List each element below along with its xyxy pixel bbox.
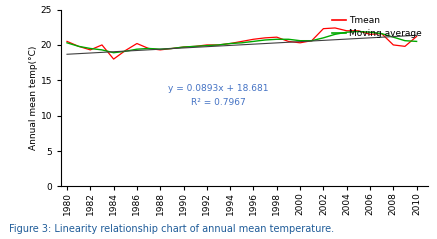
Moving average — [216, 43, 221, 46]
Moving average — [368, 31, 373, 34]
Tmean — [228, 42, 233, 45]
Moving average — [309, 39, 314, 42]
Moving average — [111, 51, 116, 54]
Y-axis label: Annual mean temp(°C): Annual mean temp(°C) — [29, 46, 38, 150]
Moving average — [169, 47, 174, 50]
Tmean — [64, 40, 69, 43]
Text: Figure 3: Linearity relationship chart of annual mean temperature.: Figure 3: Linearity relationship chart o… — [9, 224, 334, 234]
Moving average — [414, 40, 419, 43]
Moving average — [146, 47, 151, 50]
Tmean — [274, 36, 279, 38]
Moving average — [344, 31, 349, 34]
Tmean — [76, 45, 81, 48]
Tmean — [146, 47, 151, 50]
Moving average — [64, 41, 69, 44]
Moving average — [286, 38, 291, 41]
Tmean — [169, 47, 174, 50]
Tmean — [111, 58, 116, 60]
Tmean — [216, 43, 221, 46]
Moving average — [123, 50, 128, 53]
Moving average — [263, 38, 268, 41]
Line: Moving average: Moving average — [67, 32, 416, 53]
Tmean — [204, 43, 209, 46]
Moving average — [402, 39, 408, 42]
Tmean — [298, 41, 303, 44]
Moving average — [99, 49, 104, 51]
Moving average — [158, 48, 163, 51]
Tmean — [99, 43, 104, 46]
Tmean — [239, 40, 244, 43]
Tmean — [391, 43, 396, 46]
Tmean — [309, 39, 314, 42]
Moving average — [181, 46, 186, 49]
Tmean — [402, 45, 408, 48]
Moving average — [333, 33, 338, 36]
Tmean — [368, 33, 373, 36]
Moving average — [321, 36, 326, 39]
Tmean — [134, 42, 139, 45]
Moving average — [391, 36, 396, 38]
Moving average — [193, 45, 198, 48]
Tmean — [263, 36, 268, 39]
Moving average — [379, 32, 384, 35]
Text: y = 0.0893x + 18.681: y = 0.0893x + 18.681 — [168, 84, 269, 93]
Moving average — [356, 30, 361, 33]
Line: Tmean: Tmean — [67, 28, 416, 59]
Moving average — [251, 40, 256, 43]
Moving average — [88, 47, 93, 50]
Tmean — [344, 29, 349, 32]
Tmean — [379, 32, 384, 35]
Tmean — [286, 40, 291, 43]
Moving average — [239, 41, 244, 44]
Tmean — [181, 46, 186, 49]
Tmean — [333, 27, 338, 29]
Text: R² = 0.7967: R² = 0.7967 — [191, 98, 246, 107]
Tmean — [88, 49, 93, 51]
Tmean — [414, 35, 419, 38]
Tmean — [158, 49, 163, 51]
Moving average — [298, 39, 303, 42]
Moving average — [204, 44, 209, 47]
Moving average — [274, 38, 279, 41]
Tmean — [356, 29, 361, 32]
Moving average — [228, 42, 233, 45]
Tmean — [123, 49, 128, 52]
Moving average — [134, 48, 139, 51]
Tmean — [251, 38, 256, 41]
Tmean — [193, 45, 198, 48]
Moving average — [76, 45, 81, 48]
Legend: Tmean, Moving average: Tmean, Moving average — [330, 14, 424, 40]
Tmean — [321, 27, 326, 30]
